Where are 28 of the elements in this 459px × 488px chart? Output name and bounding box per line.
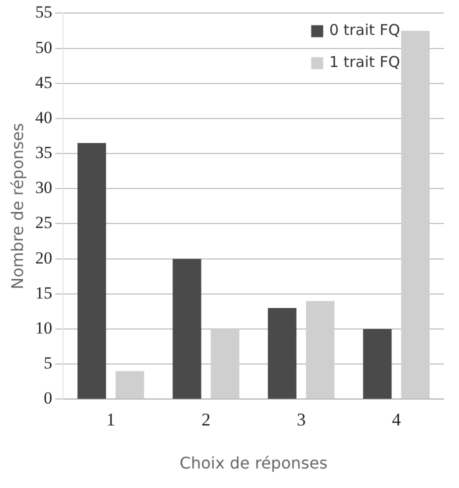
bar [116,371,144,399]
x-axis-title: Choix de réponses [180,454,328,473]
bar [172,258,202,399]
legend-label: 0 trait FQ [329,21,400,40]
x-tick-label: 4 [392,410,401,430]
y-axis-title: Nombre de réponses [8,122,27,290]
bar [401,30,430,399]
legend-label: 1 trait FQ [329,53,400,72]
x-tick-label: 3 [296,410,306,430]
bar [363,329,392,399]
y-tick-label: 35 [35,143,52,162]
bar [210,329,240,399]
y-tick-label: 5 [44,354,52,373]
y-tick-label: 10 [35,318,52,338]
y-tick-label: 30 [35,178,52,198]
bar [268,308,296,399]
y-tick-label: 55 [35,2,52,22]
y-tick-label: 20 [35,248,52,268]
bar [77,143,106,399]
bar [306,300,335,399]
y-tick-label: 50 [35,38,52,57]
y-tick-label: 0 [44,388,52,408]
x-tick-label: 2 [202,410,210,430]
y-tick-label: 45 [35,72,52,92]
y-tick-label: 40 [35,108,52,127]
y-tick-label: 25 [35,213,52,232]
y-tick-label: 15 [35,283,52,302]
x-tick-label: 1 [106,410,116,430]
